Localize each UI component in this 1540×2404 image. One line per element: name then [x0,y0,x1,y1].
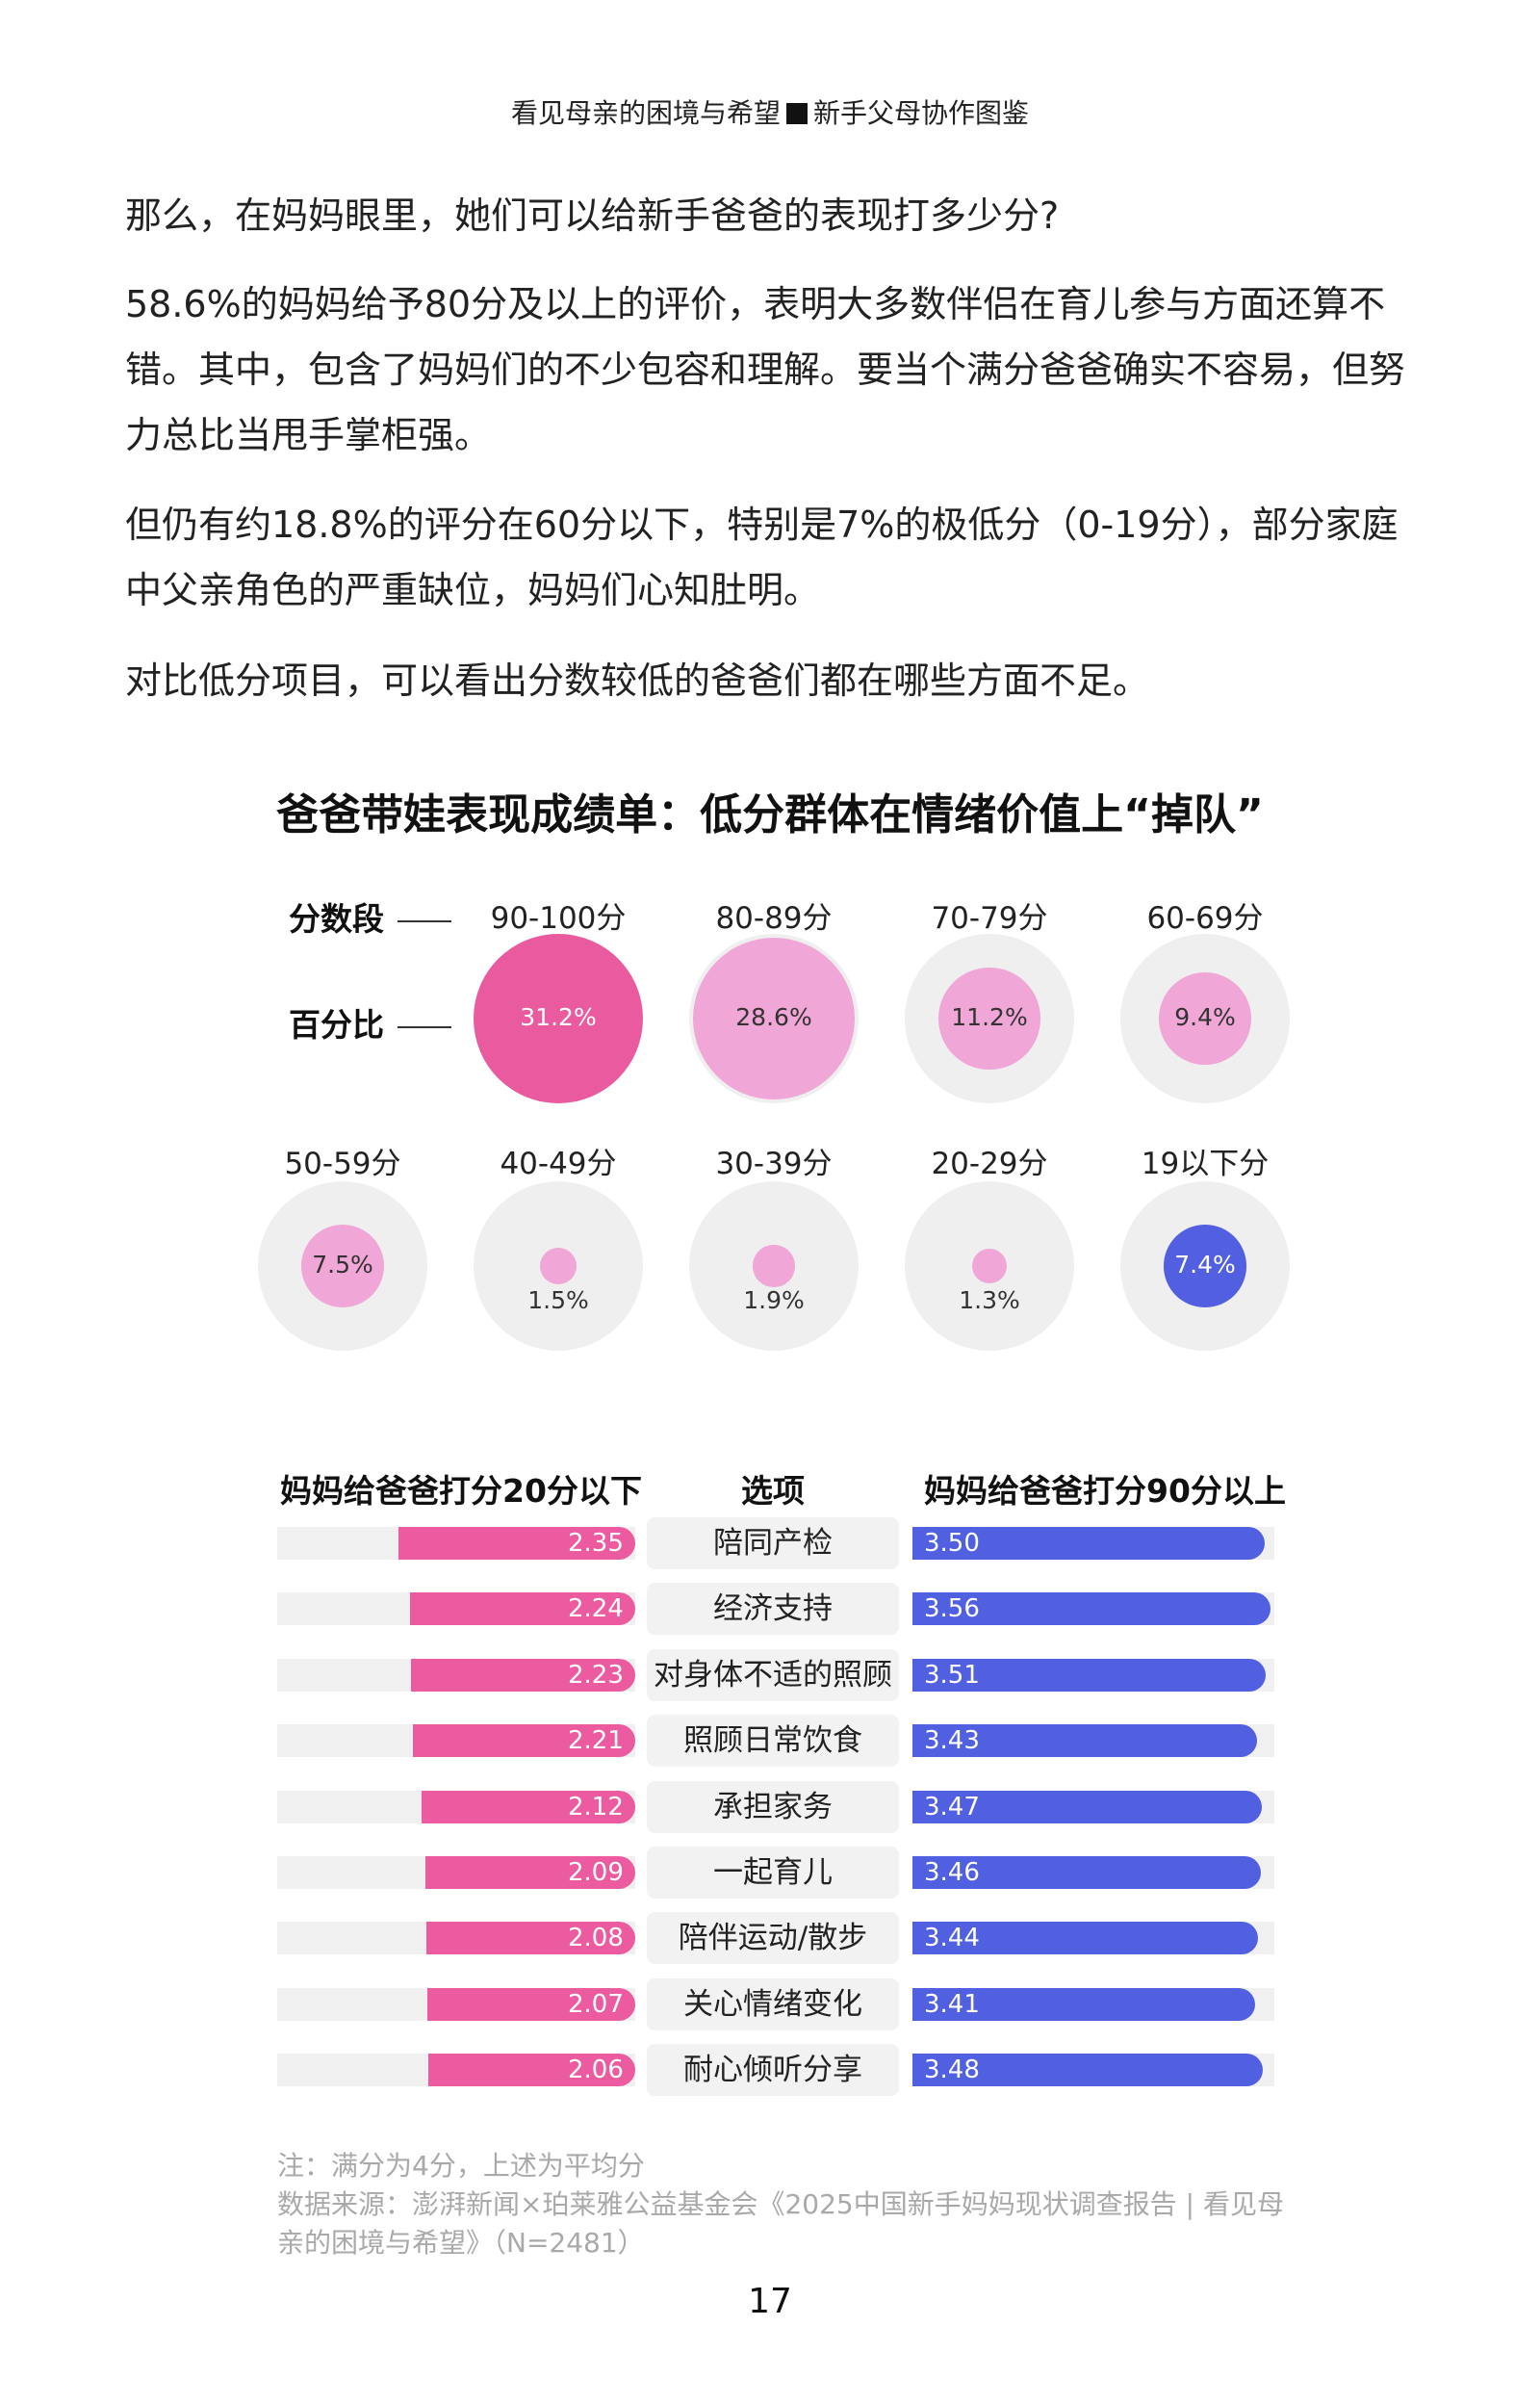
right-bar-3 [912,1724,1258,1758]
option-label-2: 对身体不适的照顾 [647,1648,899,1701]
left-bar-6 [425,1922,635,1955]
running-header: 看见母亲的困境与希望 新手父母协作图鉴 [0,92,1540,131]
note-full-score: 注：满分为4分，上述为平均分 [277,2150,645,2182]
left-bar-value-0: 2.35 [568,1529,624,1558]
paragraph-question: 那么，在妈妈眼里，她们可以给新手爸爸的表现打多少分? [125,194,1060,237]
left-bar-value-6: 2.08 [568,1924,624,1953]
left-bar-4 [422,1790,635,1823]
left-bar-8 [427,2054,635,2087]
bubble-7-circle [972,1249,1007,1283]
note-data-source: 数据来源：澎湃新闻×珀莱雅公益基金会《2025中国新手妈妈现状调查报告 | 看见… [277,2188,1284,2259]
header-left-title: 看见母亲的困境与希望 [510,97,781,129]
left-bar-value-7: 2.07 [568,1989,624,2019]
bubble-1-value-label: 28.6% [735,1003,812,1031]
left-bar-7 [426,1987,635,2021]
right-bar-value-6: 3.44 [924,1924,980,1953]
right-bar-0 [912,1527,1265,1560]
right-bar-value-4: 3.47 [924,1792,980,1822]
row-label-percentage: 百分比 [289,999,451,1046]
bubble-0-circle [474,934,643,1103]
left-bar-3 [413,1724,635,1758]
right-bar-value-0: 3.50 [924,1529,980,1558]
bubble-2-category: 70-79分 [931,901,1048,936]
row-label-score-range: 分数段 [289,893,451,940]
paragraph-high-scores: 58.6%的妈妈给予80分及以上的评价，表明大多数伴侣在育儿参与方面还算不错。其… [125,283,1406,456]
left-bar-2 [410,1658,635,1692]
right-bar-value-2: 3.51 [924,1660,980,1690]
bubble-7-value-label: 1.3% [959,1286,1020,1314]
option-label-3: 照顾日常饮食 [647,1715,899,1768]
left-bar-value-4: 2.12 [568,1792,624,1822]
right-bar-2 [912,1658,1266,1692]
bubble-6-value-label: 1.9% [743,1286,805,1314]
bubble-5-value-label: 1.5% [527,1286,589,1314]
bubble-5-category: 40-49分 [500,1147,617,1181]
right-bar-5 [912,1856,1261,1889]
option-label-1: 经济支持 [647,1583,899,1636]
bubble-8-category: 19以下分 [1141,1147,1270,1181]
right-bar-7 [912,1987,1256,2021]
bar-center-title: 选项 [741,1472,805,1510]
bubble-6-category: 30-39分 [715,1147,833,1181]
bubble-6-circle [753,1245,795,1287]
paragraph-low-scores: 但仍有约18.8%的评分在60分以下，特别是7%的极低分（0-19分），部分家庭… [125,504,1399,611]
bubble-1-circle [692,937,856,1100]
right-bar-value-3: 3.43 [924,1726,980,1756]
right-bar-value-1: 3.56 [924,1594,980,1624]
left-bar-value-2: 2.23 [568,1660,624,1690]
bubble-0-category: 90-100分 [490,901,627,936]
chart-title: 爸爸带娃表现成绩单：低分群体在情绪价值上“掉队” [276,790,1264,840]
header-separator-square [786,103,808,124]
left-bar-1 [409,1592,635,1626]
option-label-4: 承担家务 [647,1780,899,1833]
option-label-0: 陪同产检 [647,1517,899,1569]
bubble-3-circle [1158,971,1252,1066]
bar-left-title: 妈妈给爸爸打分20分以下 [280,1472,642,1510]
left-bar-value-3: 2.21 [568,1726,624,1756]
bar-right-title: 妈妈给爸爸打分90分以上 [924,1472,1286,1510]
bubble-0-value-label: 31.2% [520,1003,597,1031]
option-label-7: 关心情绪变化 [647,1977,899,2030]
right-bar-8 [912,2054,1263,2087]
bubble-4-circle [300,1224,385,1308]
bubble-4-value-label: 7.5% [312,1251,373,1279]
bubble-8-value-label: 7.4% [1174,1251,1236,1279]
right-bar-6 [912,1922,1259,1955]
right-bar-value-5: 3.46 [924,1858,980,1887]
left-bar-value-1: 2.24 [568,1594,624,1624]
right-bar-1 [912,1592,1271,1626]
left-bar-0 [398,1527,635,1560]
paragraph-transition: 对比低分项目，可以看出分数较低的爸爸们都在哪些方面不足。 [125,659,1150,702]
option-label-6: 陪伴运动/散步 [647,1912,899,1965]
left-bar-value-8: 2.06 [568,2055,624,2085]
bubble-3-value-label: 9.4% [1174,1003,1236,1031]
bubble-7-category: 20-29分 [931,1147,1048,1181]
bubble-4-category: 50-59分 [284,1147,401,1181]
right-bar-4 [912,1790,1262,1823]
bubble-1-category: 80-89分 [715,901,833,936]
option-label-8: 耐心倾听分享 [647,2044,899,2097]
page-number: 17 [748,2282,792,2321]
bubble-2-value-label: 11.2% [951,1003,1028,1031]
left-bar-value-5: 2.09 [568,1858,624,1887]
bubble-8-circle [1164,1225,1246,1307]
bubble-3-category: 60-69分 [1146,901,1264,936]
bubble-2-circle [938,968,1040,1070]
option-label-5: 一起育儿 [647,1847,899,1899]
right-bar-value-7: 3.41 [924,1989,980,2019]
right-bar-value-8: 3.48 [924,2055,980,2085]
left-bar-5 [424,1856,635,1889]
header-right-title: 新手父母协作图鉴 [813,97,1030,129]
bubble-5-circle [539,1247,578,1285]
